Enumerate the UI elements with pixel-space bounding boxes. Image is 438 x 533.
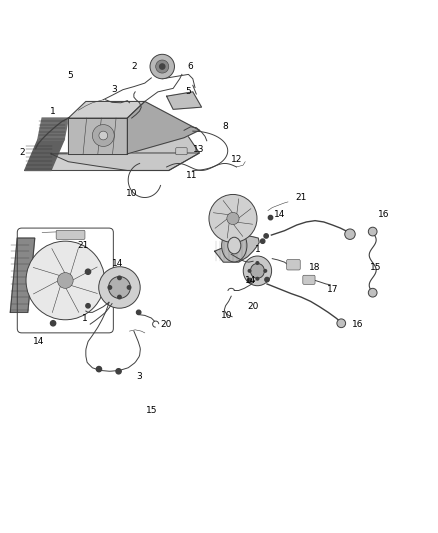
- Circle shape: [337, 319, 346, 328]
- Text: 3: 3: [137, 372, 142, 381]
- Text: 10: 10: [221, 311, 233, 320]
- Text: 13: 13: [193, 145, 204, 154]
- FancyBboxPatch shape: [56, 230, 85, 239]
- Text: 21: 21: [295, 193, 307, 202]
- Text: 10: 10: [126, 189, 138, 198]
- Circle shape: [137, 310, 141, 314]
- Circle shape: [368, 288, 377, 297]
- Text: 17: 17: [327, 285, 338, 294]
- Text: 1: 1: [81, 313, 88, 322]
- Text: 14: 14: [33, 337, 45, 346]
- Circle shape: [26, 241, 105, 320]
- Text: 2: 2: [20, 149, 25, 157]
- Text: 3: 3: [111, 85, 117, 94]
- Circle shape: [155, 60, 169, 73]
- Text: 11: 11: [186, 171, 198, 180]
- Polygon shape: [215, 236, 259, 262]
- Circle shape: [227, 212, 239, 224]
- Circle shape: [50, 321, 56, 326]
- Ellipse shape: [228, 237, 241, 254]
- Text: 1: 1: [255, 245, 261, 254]
- Ellipse shape: [99, 266, 140, 308]
- Circle shape: [261, 239, 265, 244]
- Polygon shape: [166, 92, 201, 109]
- Circle shape: [96, 367, 102, 372]
- Text: 20: 20: [160, 320, 171, 329]
- Circle shape: [99, 131, 108, 140]
- Ellipse shape: [243, 256, 272, 286]
- Text: 14: 14: [274, 211, 285, 220]
- Text: 20: 20: [247, 302, 259, 311]
- FancyBboxPatch shape: [287, 260, 300, 270]
- Polygon shape: [127, 101, 199, 154]
- Circle shape: [256, 262, 259, 264]
- Circle shape: [265, 277, 269, 282]
- Circle shape: [264, 270, 267, 272]
- Text: 16: 16: [352, 320, 364, 329]
- Ellipse shape: [251, 263, 265, 278]
- Text: 2: 2: [131, 62, 137, 71]
- Text: 15: 15: [145, 406, 157, 415]
- Polygon shape: [25, 153, 199, 171]
- Polygon shape: [38, 118, 68, 140]
- Text: 8: 8: [223, 122, 229, 131]
- Circle shape: [127, 286, 131, 289]
- Circle shape: [57, 272, 73, 288]
- Circle shape: [92, 125, 114, 147]
- Text: 14: 14: [112, 259, 124, 268]
- Circle shape: [159, 64, 165, 69]
- FancyBboxPatch shape: [176, 148, 187, 155]
- Polygon shape: [68, 101, 145, 118]
- Ellipse shape: [222, 229, 247, 262]
- Text: 1: 1: [50, 107, 56, 116]
- Circle shape: [86, 304, 90, 308]
- Circle shape: [248, 270, 251, 272]
- Circle shape: [345, 229, 355, 239]
- FancyBboxPatch shape: [303, 275, 315, 285]
- Text: 18: 18: [309, 263, 321, 272]
- Text: 12: 12: [231, 155, 242, 164]
- Circle shape: [256, 277, 259, 280]
- Circle shape: [116, 369, 121, 374]
- Text: 14: 14: [245, 276, 256, 285]
- Ellipse shape: [109, 277, 131, 298]
- Text: 15: 15: [370, 263, 381, 272]
- Polygon shape: [11, 238, 35, 312]
- Circle shape: [118, 276, 121, 280]
- Circle shape: [108, 286, 112, 289]
- Polygon shape: [25, 140, 64, 171]
- Text: 5: 5: [68, 71, 74, 80]
- Polygon shape: [68, 118, 127, 154]
- Circle shape: [118, 295, 121, 299]
- Circle shape: [209, 195, 257, 243]
- Circle shape: [268, 215, 273, 220]
- Circle shape: [85, 269, 91, 274]
- Text: 16: 16: [378, 211, 390, 220]
- Circle shape: [368, 227, 377, 236]
- Polygon shape: [51, 130, 199, 171]
- Circle shape: [247, 278, 252, 282]
- Text: 6: 6: [188, 62, 194, 71]
- Text: 5: 5: [186, 87, 191, 96]
- Circle shape: [264, 234, 268, 238]
- Text: 21: 21: [77, 241, 88, 250]
- Circle shape: [150, 54, 174, 79]
